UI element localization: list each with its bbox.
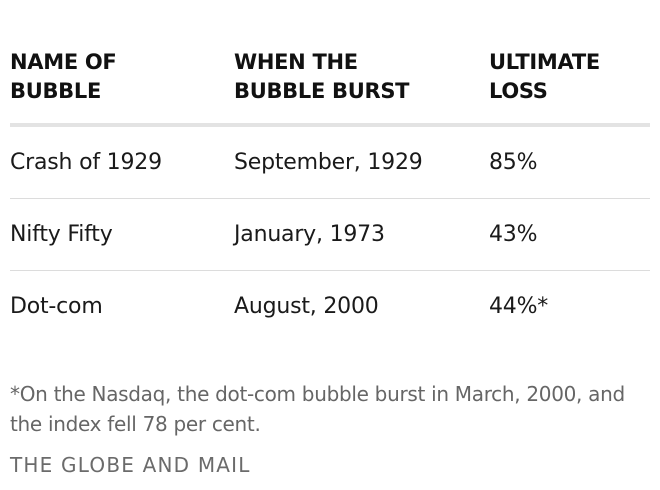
table-cell: 44%* bbox=[489, 294, 549, 319]
table-header-row: NAME OF BUBBLE WHEN THE BUBBLE BURST ULT… bbox=[10, 48, 650, 127]
column-header-name: NAME OF BUBBLE bbox=[10, 50, 117, 103]
table-cell: Nifty Fifty bbox=[10, 222, 113, 247]
table-row: Dot-com August, 2000 44%* bbox=[10, 271, 650, 342]
table-body: Crash of 1929 September, 1929 85% Nifty … bbox=[10, 127, 650, 342]
table-cell: September, 1929 bbox=[234, 150, 423, 175]
table-cell: 43% bbox=[489, 222, 538, 247]
table-cell: Dot-com bbox=[10, 294, 103, 319]
table-cell: 85% bbox=[489, 150, 538, 175]
column-header-loss: ULTIMATE LOSS bbox=[489, 50, 600, 103]
column-header-burst-date: WHEN THE BUBBLE BURST bbox=[234, 50, 410, 103]
bubble-table: NAME OF BUBBLE WHEN THE BUBBLE BURST ULT… bbox=[10, 48, 650, 342]
source-credit: THE GLOBE AND MAIL bbox=[10, 453, 251, 477]
table-cell: Crash of 1929 bbox=[10, 150, 162, 175]
table-row: Crash of 1929 September, 1929 85% bbox=[10, 127, 650, 199]
table-figure: NAME OF BUBBLE WHEN THE BUBBLE BURST ULT… bbox=[10, 0, 650, 490]
table-cell: August, 2000 bbox=[234, 294, 379, 319]
table-row: Nifty Fifty January, 1973 43% bbox=[10, 199, 650, 271]
footnote: *On the Nasdaq, the dot-com bubble burst… bbox=[10, 382, 625, 436]
table-cell: January, 1973 bbox=[234, 222, 385, 247]
